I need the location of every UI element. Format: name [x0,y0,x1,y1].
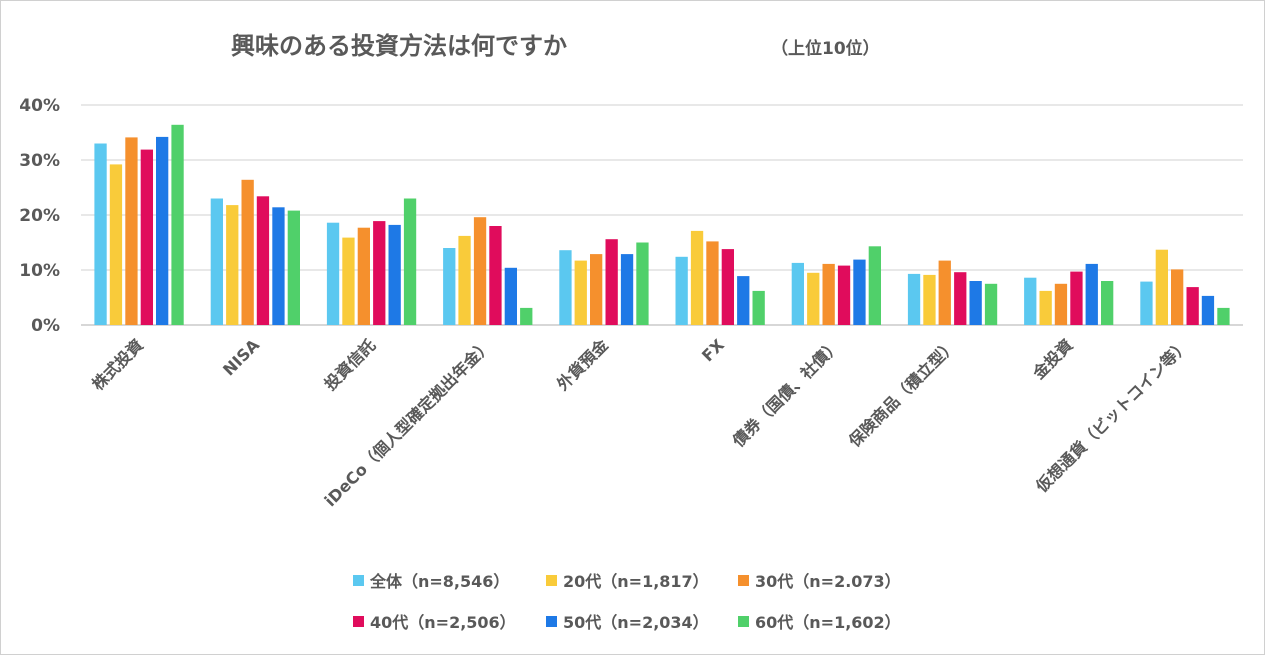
legend-label: 60代（n=1,602） [755,613,901,632]
legend-swatch [738,575,749,586]
bar [969,281,982,325]
bar [822,263,835,325]
bar [675,256,688,325]
bar [605,239,618,325]
bar [388,224,401,325]
x-tick-label: 金投資 [1028,335,1076,383]
bar [326,222,340,325]
bar [1171,269,1184,325]
legend-label: 20代（n=1,817） [563,572,709,591]
legend-swatch [353,575,364,586]
bar [984,283,998,326]
y-tick-label: 40% [19,96,60,116]
x-tick-label: 保険商品（積立型） [844,335,960,451]
bar [690,230,704,325]
chart-title: 興味のある投資方法は何ですか [231,32,567,60]
bar [559,250,572,325]
bar [721,249,734,325]
bar [1054,283,1068,326]
bar [125,137,138,325]
bar [1155,249,1168,325]
bar [737,276,750,325]
bar [1186,287,1199,325]
bar [171,124,184,325]
x-tick-label: 株式投資 [88,335,147,394]
bar [473,217,487,325]
bar [489,226,502,325]
y-tick-label: 30% [19,151,60,171]
legend-label: 全体（n=8,546） [369,572,509,591]
y-tick-label: 10% [19,261,60,281]
bar [443,248,456,325]
bar [140,149,153,325]
y-tick-label: 0% [31,316,60,336]
bar [590,254,603,325]
x-tick-label: 債券（国債、社債） [728,335,844,451]
legend-swatch [353,616,364,627]
bar [1085,263,1098,325]
bar [837,265,851,325]
bars [94,124,1230,326]
bar [373,221,386,325]
x-tick-label: 外貨預金 [552,335,612,395]
bar [954,272,967,325]
chart-subtitle: （上位10位） [771,38,880,59]
bar [1101,281,1114,325]
bar [636,242,649,325]
bar [256,196,270,325]
bar [620,254,634,325]
bar [1039,290,1052,325]
bar [791,262,804,325]
legend-label: 30代（n=2.073） [755,572,901,591]
x-tick-label: 投資信託 [321,335,380,394]
bar [504,267,517,325]
x-tick-label: FX [698,335,728,365]
bar [357,227,370,325]
bar [907,273,921,325]
bar [868,246,881,325]
legend-label: 40代（n=2,506） [370,613,516,632]
bar [574,260,587,325]
bar [520,307,533,325]
bar [458,235,471,325]
bar [1024,277,1037,325]
bar [706,241,719,325]
bar [752,290,765,325]
legend-label: 50代（n=2,034） [563,613,709,632]
legend-swatch [546,575,557,586]
bar [156,136,169,325]
legend-swatch [738,616,749,627]
bar [287,210,300,325]
bar [923,274,936,325]
bar [403,198,417,325]
bar [807,272,820,326]
bar [1217,307,1230,325]
bar [94,143,107,325]
y-tick-label: 20% [19,206,60,226]
bar [1140,281,1153,325]
legend: 全体（n=8,546） 20代（n=1,817） 30代（n=2.073） 40代（n… [353,572,901,632]
x-tick-label: NISA [219,335,263,379]
legend-swatch [546,616,557,627]
bar [342,237,355,325]
gridlines [81,104,1243,326]
bar [1070,271,1083,325]
bar [226,205,239,325]
bar [210,198,223,325]
bar [853,259,866,325]
y-axis-ticks: 0% 10% 20% 30% 40% [19,96,60,336]
bar [272,207,285,325]
bar [938,260,951,325]
bar [1201,295,1215,325]
bar [109,164,123,325]
bar [241,179,254,325]
